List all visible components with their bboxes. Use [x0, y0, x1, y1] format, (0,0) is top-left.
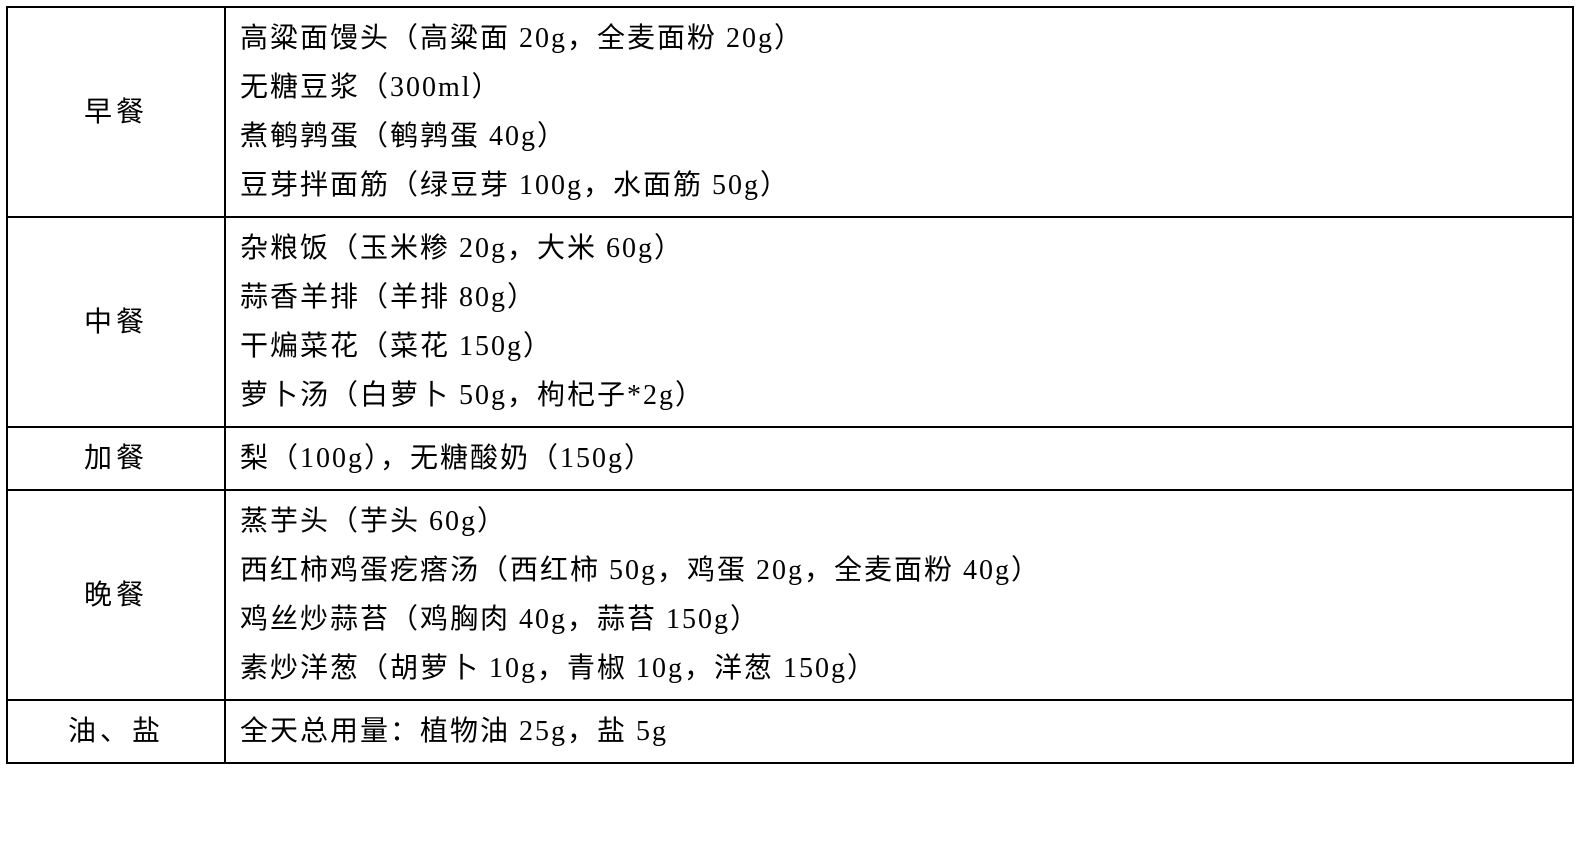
table-row: 晚餐 蒸芋头（芋头 60g） 西红柿鸡蛋疙瘩汤（西红柿 50g，鸡蛋 20g，全…: [7, 490, 1573, 700]
meal-line: 无糖豆浆（300ml）: [240, 63, 1558, 112]
meal-content-snack: 梨（100g），无糖酸奶（150g）: [225, 427, 1573, 490]
table-row: 早餐 高粱面馒头（高粱面 20g，全麦面粉 20g） 无糖豆浆（300ml） 煮…: [7, 7, 1573, 217]
meal-line: 豆芽拌面筋（绿豆芽 100g，水面筋 50g）: [240, 161, 1558, 210]
meal-line: 素炒洋葱（胡萝卜 10g，青椒 10g，洋葱 150g）: [240, 644, 1558, 693]
meal-line: 煮鹌鹑蛋（鹌鹑蛋 40g）: [240, 112, 1558, 161]
meal-label-snack: 加餐: [7, 427, 225, 490]
meal-line: 西红柿鸡蛋疙瘩汤（西红柿 50g，鸡蛋 20g，全麦面粉 40g）: [240, 546, 1558, 595]
meal-line: 蒸芋头（芋头 60g）: [240, 497, 1558, 546]
meal-line: 梨（100g），无糖酸奶（150g）: [240, 434, 1558, 483]
meal-label-lunch: 中餐: [7, 217, 225, 427]
meal-label-dinner: 晚餐: [7, 490, 225, 700]
meal-line: 蒜香羊排（羊排 80g）: [240, 273, 1558, 322]
meal-label-breakfast: 早餐: [7, 7, 225, 217]
table-row: 油、盐 全天总用量：植物油 25g，盐 5g: [7, 700, 1573, 763]
meal-content-breakfast: 高粱面馒头（高粱面 20g，全麦面粉 20g） 无糖豆浆（300ml） 煮鹌鹑蛋…: [225, 7, 1573, 217]
meal-line: 鸡丝炒蒜苔（鸡胸肉 40g，蒜苔 150g）: [240, 595, 1558, 644]
meal-content-dinner: 蒸芋头（芋头 60g） 西红柿鸡蛋疙瘩汤（西红柿 50g，鸡蛋 20g，全麦面粉…: [225, 490, 1573, 700]
meal-label-oil-salt: 油、盐: [7, 700, 225, 763]
table-row: 中餐 杂粮饭（玉米糁 20g，大米 60g） 蒜香羊排（羊排 80g） 干煸菜花…: [7, 217, 1573, 427]
meal-line: 萝卜汤（白萝卜 50g，枸杞子*2g）: [240, 371, 1558, 420]
table-row: 加餐 梨（100g），无糖酸奶（150g）: [7, 427, 1573, 490]
meal-line: 杂粮饭（玉米糁 20g，大米 60g）: [240, 224, 1558, 273]
meal-line: 干煸菜花（菜花 150g）: [240, 322, 1558, 371]
meal-content-oil-salt: 全天总用量：植物油 25g，盐 5g: [225, 700, 1573, 763]
meal-line: 高粱面馒头（高粱面 20g，全麦面粉 20g）: [240, 14, 1558, 63]
meal-line: 全天总用量：植物油 25g，盐 5g: [240, 707, 1558, 756]
meal-plan-table: 早餐 高粱面馒头（高粱面 20g，全麦面粉 20g） 无糖豆浆（300ml） 煮…: [6, 6, 1574, 764]
meal-content-lunch: 杂粮饭（玉米糁 20g，大米 60g） 蒜香羊排（羊排 80g） 干煸菜花（菜花…: [225, 217, 1573, 427]
